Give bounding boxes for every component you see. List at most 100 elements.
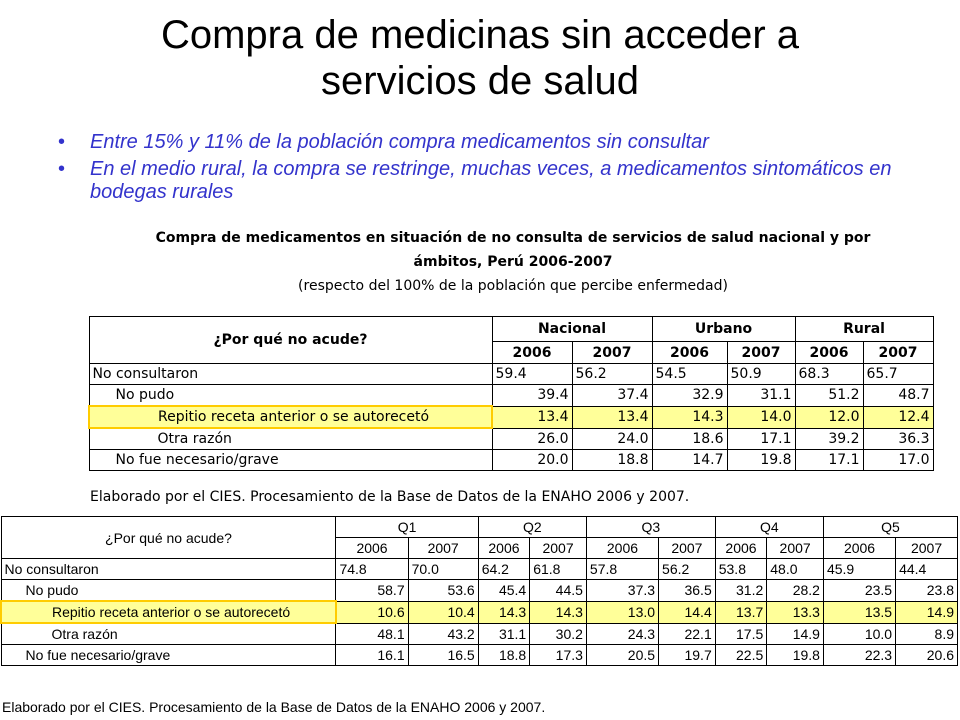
group-header: Rural (794, 316, 934, 342)
cell-value: 20.5 (585, 644, 660, 666)
cell-value: 58.7 (335, 579, 409, 602)
group-header: Q3 (585, 516, 716, 538)
cell-value: 56.2 (571, 363, 653, 385)
cell-value: 45.9 (822, 558, 897, 580)
cell-value: 39.2 (794, 427, 864, 450)
cell-value: 8.9 (895, 622, 958, 645)
cell-value: 45.4 (477, 579, 531, 602)
cell-value: 36.5 (658, 579, 716, 602)
year-header: 2007 (726, 341, 796, 364)
cell-value: 44.4 (895, 558, 958, 580)
cell-value: 13.3 (766, 600, 824, 624)
slide-title-line-1: Compra de medicinas sin acceder a (160, 13, 800, 57)
group-header: Nacional (491, 316, 653, 342)
bullet-list: • Entre 15% y 11% de la población compra … (58, 131, 938, 208)
cell-value: 20.0 (491, 449, 573, 471)
cell-value: 17.3 (529, 644, 587, 666)
year-header: 2007 (895, 537, 958, 559)
year-header: 2006 (714, 537, 768, 559)
table-source-note: Elaborado por el CIES. Procesamiento de … (90, 489, 690, 505)
year-header: 2006 (335, 537, 409, 559)
row-label: Repitio receta anterior o se autorecetó (0, 600, 337, 624)
cell-value: 37.4 (571, 384, 653, 407)
cell-value: 14.4 (658, 600, 716, 624)
cell-value: 43.2 (407, 622, 479, 645)
cell-value: 39.4 (491, 384, 573, 407)
highlighted-row: Repitio receta anterior o se autorecetó … (88, 405, 934, 429)
year-header: 2006 (477, 537, 531, 559)
year-header: 2006 (822, 537, 897, 559)
table-header-row: ¿Por qué no acude? Q1 Q2 Q3 Q4 Q5 (0, 516, 959, 559)
cell-value: 70.0 (407, 558, 479, 580)
question-header: ¿Por qué no acude? (0, 516, 337, 559)
table-caption: Compra de medicamentos en situación de n… (90, 226, 936, 298)
cell-value: 18.8 (571, 449, 653, 471)
bullet-item: • En el medio rural, la compra se restrin… (58, 158, 938, 204)
group-header: Urbano (651, 316, 796, 342)
table-row: No fue necesario/grave 16.1 16.5 18.8 17… (0, 644, 958, 666)
row-label: No pudo (0, 579, 337, 602)
cell-value: 14.0 (726, 405, 796, 429)
cell-value: 23.5 (822, 579, 897, 602)
slide-title-line-2: servicios de salud (321, 59, 639, 103)
cell-value: 68.3 (794, 363, 864, 385)
cell-value: 36.3 (862, 427, 934, 450)
cell-value: 10.4 (407, 600, 479, 624)
cell-value: 17.1 (794, 449, 864, 471)
row-label: Otra razón (88, 427, 493, 450)
year-header: 2006 (491, 341, 573, 364)
cell-value: 17.0 (862, 449, 934, 471)
row-label: Repitio receta anterior o se autorecetó (88, 405, 493, 429)
group-header: Q4 (714, 516, 824, 538)
cell-value: 14.7 (651, 449, 728, 471)
year-header: 2007 (862, 341, 934, 364)
cell-value: 14.9 (895, 600, 958, 624)
cell-value: 14.3 (477, 600, 531, 624)
row-label: Otra razón (0, 622, 337, 645)
row-label: No consultaron (88, 363, 493, 385)
cell-value: 24.3 (585, 622, 660, 645)
table-row: No consultaron 59.4 56.2 54.5 50.9 68.3 … (88, 363, 934, 385)
cell-value: 57.8 (585, 558, 660, 580)
year-header-row: 2006 2007 2006 2007 2006 2007 2006 2007 … (1, 537, 958, 559)
cell-value: 16.1 (335, 644, 409, 666)
cell-value: 26.0 (491, 427, 573, 450)
cell-value: 53.8 (714, 558, 768, 580)
cell-value: 61.8 (529, 558, 587, 580)
cell-value: 50.9 (726, 363, 796, 385)
row-label: No fue necesario/grave (0, 644, 337, 666)
cell-value: 28.2 (766, 579, 824, 602)
cell-value: 23.8 (895, 579, 958, 602)
cell-value: 30.2 (529, 622, 587, 645)
highlighted-row: Repitio receta anterior o se autorecetó … (0, 600, 958, 624)
caption-line-1: Compra de medicamentos en situación de n… (155, 230, 871, 246)
cell-value: 13.0 (585, 600, 660, 624)
bullet-icon: • (58, 158, 66, 180)
group-header: Q5 (822, 516, 959, 538)
caption-line-3: (respecto del 100% de la población que p… (298, 278, 728, 294)
slide-title: Compra de medicinas sin acceder a servic… (0, 12, 960, 104)
bullet-icon: • (58, 131, 66, 153)
cell-value: 44.5 (529, 579, 587, 602)
row-label: No pudo (88, 384, 493, 407)
table-row: No pudo 39.4 37.4 32.9 31.1 51.2 48.7 (88, 384, 934, 407)
year-header: 2006 (794, 341, 864, 364)
cell-value: 54.5 (651, 363, 728, 385)
year-header: 2006 (651, 341, 728, 364)
bullet-text: En el medio rural, la compra se restring… (90, 158, 892, 203)
cell-value: 20.6 (895, 644, 958, 666)
table-row: No pudo 58.7 53.6 45.4 44.5 37.3 36.5 31… (0, 579, 958, 602)
cell-value: 53.6 (407, 579, 479, 602)
table-header-row: ¿Por qué no acude? Nacional Urbano Rural (88, 316, 934, 364)
year-header: 2006 (585, 537, 660, 559)
caption-line-2: ámbitos, Perú 2006-2007 (413, 254, 613, 270)
cell-value: 14.3 (529, 600, 587, 624)
cell-value: 56.2 (658, 558, 716, 580)
cell-value: 13.7 (714, 600, 768, 624)
cell-value: 48.7 (862, 384, 934, 407)
year-header: 2007 (529, 537, 587, 559)
cell-value: 37.3 (585, 579, 660, 602)
table-source-note: Elaborado por el CIES. Procesamiento de … (2, 699, 546, 715)
cell-value: 65.7 (862, 363, 934, 385)
year-header: 2007 (407, 537, 479, 559)
